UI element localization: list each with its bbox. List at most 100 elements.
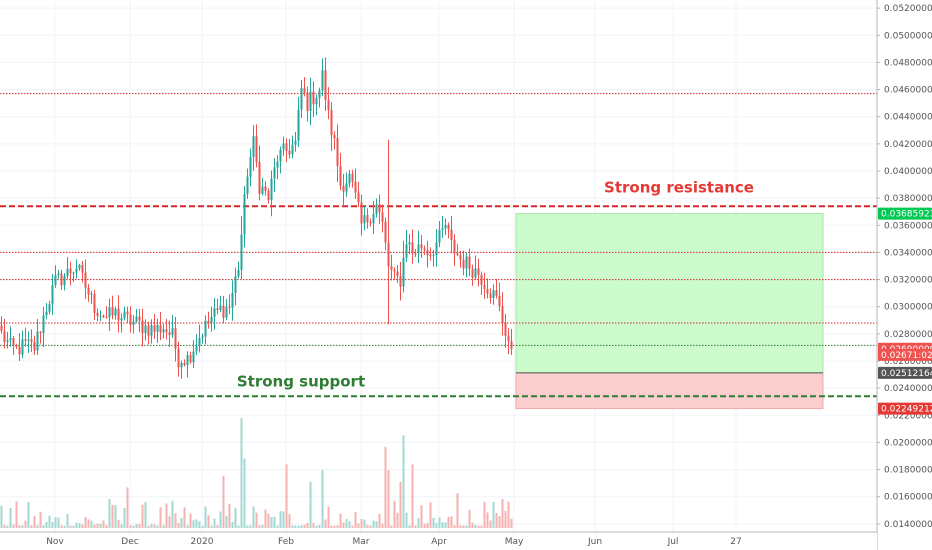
- volume-bar: [66, 514, 69, 528]
- volume-bar: [237, 525, 240, 528]
- candle: [198, 324, 201, 353]
- candle-body: [21, 339, 24, 355]
- candle-body: [399, 276, 402, 287]
- candle-body: [192, 351, 195, 363]
- volume-bar: [303, 524, 306, 528]
- volume-bar: [510, 518, 513, 528]
- candle: [75, 259, 78, 279]
- candle: [171, 315, 174, 338]
- candle: [240, 215, 243, 279]
- candle: [9, 326, 12, 347]
- candle: [99, 310, 102, 322]
- volume-bar: [135, 524, 138, 528]
- candle: [156, 318, 159, 344]
- candle: [465, 252, 468, 278]
- candle-body: [408, 242, 411, 245]
- candle-body: [117, 308, 120, 321]
- volume-bar: [474, 524, 477, 528]
- volume-bar: [312, 522, 315, 528]
- volume-bar: [372, 520, 375, 528]
- candle: [318, 87, 321, 108]
- candle-body: [78, 264, 81, 269]
- candle: [345, 172, 348, 197]
- candle: [510, 328, 513, 355]
- candle-body: [468, 256, 471, 269]
- candle: [315, 94, 318, 116]
- candle: [438, 221, 441, 248]
- volume-bar: [21, 525, 24, 528]
- candle: [204, 315, 207, 345]
- candle: [339, 152, 342, 191]
- stop-zone[interactable]: [515, 372, 824, 410]
- candle: [492, 284, 495, 305]
- volume-bar: [69, 525, 72, 528]
- candle-body: [345, 183, 348, 192]
- candle-body: [48, 304, 51, 312]
- time-tick-label: Jun: [587, 537, 602, 547]
- candle-body: [33, 341, 36, 351]
- volume-bar: [84, 517, 87, 528]
- candle: [225, 298, 228, 321]
- candle-body: [129, 314, 132, 325]
- volume-bar: [294, 525, 297, 528]
- candle-body: [309, 91, 312, 112]
- candle: [258, 145, 261, 201]
- volume-bar: [393, 500, 396, 528]
- volume-bar: [72, 525, 75, 528]
- profit-zone[interactable]: [515, 213, 824, 374]
- volume-bar: [234, 507, 237, 528]
- candle-body: [381, 212, 384, 222]
- candle-body: [270, 178, 273, 201]
- candle: [162, 323, 165, 339]
- volume-bar: [36, 524, 39, 528]
- candle-body: [24, 339, 27, 341]
- candle-body: [450, 229, 453, 240]
- volume-bar: [54, 517, 57, 528]
- candle: [165, 318, 168, 340]
- time-axis[interactable]: Nov Dec 2020 Feb Mar Apr May Jun Jul 27: [0, 531, 877, 550]
- candle: [192, 340, 195, 369]
- volume-bar: [24, 520, 27, 528]
- long-position-box[interactable]: [515, 213, 824, 410]
- candle: [108, 298, 111, 331]
- candle: [177, 341, 180, 377]
- volume-bar: [429, 502, 432, 528]
- horizontal-levels[interactable]: [0, 93, 877, 398]
- volume-bar: [279, 511, 282, 528]
- candle-body: [216, 308, 219, 310]
- volume-bar: [504, 510, 507, 528]
- volume-bar: [495, 512, 498, 528]
- candle-body: [327, 99, 330, 110]
- time-tick-label: Feb: [278, 537, 294, 547]
- candle: [477, 258, 480, 287]
- volume-bar: [423, 523, 426, 528]
- candle: [213, 297, 216, 330]
- volume-bar: [492, 501, 495, 528]
- candle: [501, 292, 504, 336]
- candle: [348, 169, 351, 188]
- candle-body: [315, 97, 318, 105]
- candle-body: [99, 315, 102, 317]
- candle-body: [384, 221, 387, 243]
- candle-body: [225, 306, 228, 318]
- volume-bar: [222, 475, 225, 528]
- candle: [6, 331, 9, 349]
- candle: [84, 259, 87, 299]
- volume-bar: [177, 523, 180, 528]
- volume-bar: [39, 511, 42, 528]
- candle: [183, 359, 186, 367]
- candle: [279, 146, 282, 174]
- volume-bar: [489, 520, 492, 528]
- candle: [216, 298, 219, 315]
- candle: [444, 218, 447, 235]
- candle-body: [237, 269, 240, 277]
- candle: [276, 155, 279, 180]
- volume-bar: [150, 523, 153, 528]
